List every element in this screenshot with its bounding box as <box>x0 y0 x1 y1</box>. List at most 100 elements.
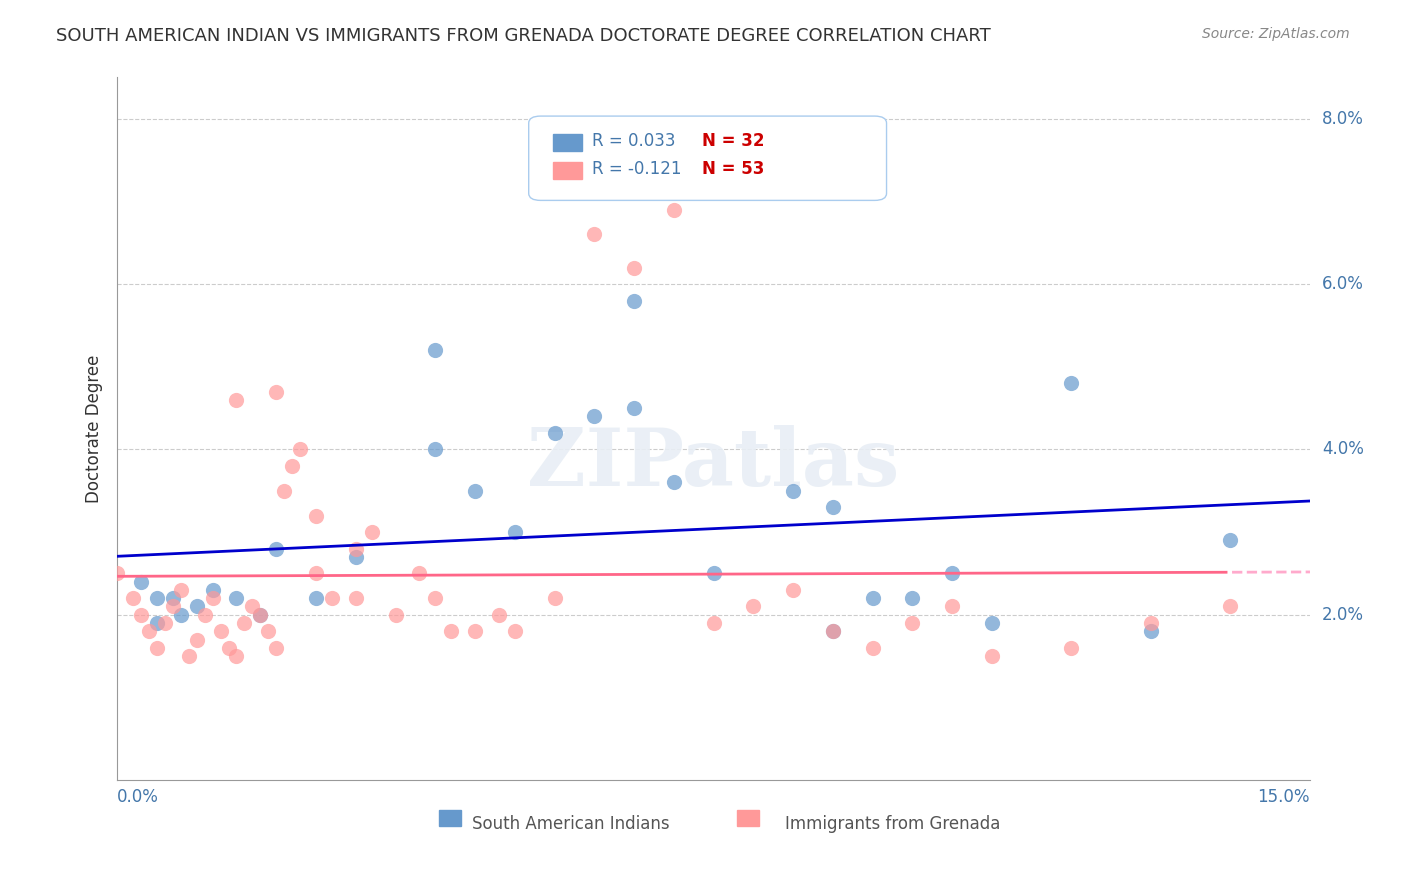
Point <box>225 591 247 606</box>
Point <box>201 591 224 606</box>
Point <box>464 483 486 498</box>
Point <box>425 591 447 606</box>
Point <box>782 582 804 597</box>
Point <box>901 615 924 630</box>
Point <box>980 615 1002 630</box>
Point <box>703 566 725 581</box>
Point <box>105 566 128 581</box>
Point <box>384 607 406 622</box>
Text: 15.0%: 15.0% <box>1257 789 1310 806</box>
Point <box>623 293 645 308</box>
Point <box>583 227 606 242</box>
Point <box>305 508 328 523</box>
Point <box>138 624 160 639</box>
Point <box>862 640 884 655</box>
Point <box>186 599 208 614</box>
Point <box>129 607 152 622</box>
Point <box>264 640 287 655</box>
Text: Immigrants from Grenada: Immigrants from Grenada <box>785 815 1000 833</box>
Text: Source: ZipAtlas.com: Source: ZipAtlas.com <box>1202 27 1350 41</box>
Point <box>1219 599 1241 614</box>
Point <box>464 624 486 639</box>
Point <box>146 615 169 630</box>
Point <box>821 500 844 515</box>
Point <box>821 624 844 639</box>
Point <box>146 591 169 606</box>
Point <box>170 607 193 622</box>
Point <box>440 624 463 639</box>
Point <box>583 409 606 424</box>
Text: South American Indians: South American Indians <box>471 815 669 833</box>
Point <box>233 615 256 630</box>
Text: R = 0.033: R = 0.033 <box>592 132 675 150</box>
Point <box>305 591 328 606</box>
Point <box>425 442 447 457</box>
Point <box>623 260 645 275</box>
Point <box>344 549 367 564</box>
Point <box>201 582 224 597</box>
Point <box>344 541 367 556</box>
Point <box>623 401 645 415</box>
Point <box>782 483 804 498</box>
Point <box>162 591 184 606</box>
Point <box>264 384 287 399</box>
Point <box>1060 376 1083 391</box>
Text: N = 53: N = 53 <box>702 160 763 178</box>
Point <box>225 392 247 407</box>
Point <box>941 599 963 614</box>
Point <box>503 524 526 539</box>
Point <box>901 591 924 606</box>
Point <box>273 483 295 498</box>
Y-axis label: Doctorate Degree: Doctorate Degree <box>86 354 103 503</box>
Point <box>162 599 184 614</box>
Point <box>1140 615 1163 630</box>
Text: N = 32: N = 32 <box>702 132 763 150</box>
Point <box>1219 533 1241 548</box>
Point <box>543 591 565 606</box>
Point <box>543 425 565 440</box>
Point <box>488 607 510 622</box>
Point <box>249 607 271 622</box>
Point <box>703 615 725 630</box>
Point <box>862 591 884 606</box>
Point <box>503 624 526 639</box>
Point <box>225 649 247 664</box>
FancyBboxPatch shape <box>529 116 887 201</box>
Point <box>425 343 447 358</box>
Point <box>662 202 685 217</box>
Text: 2.0%: 2.0% <box>1322 606 1364 624</box>
Point <box>264 541 287 556</box>
Point <box>321 591 343 606</box>
Point <box>177 649 200 664</box>
Point <box>305 566 328 581</box>
Point <box>170 582 193 597</box>
Point <box>742 599 765 614</box>
Point <box>209 624 232 639</box>
Bar <box>439 810 461 826</box>
Point <box>1060 640 1083 655</box>
Point <box>821 624 844 639</box>
Point <box>186 632 208 647</box>
Point <box>344 591 367 606</box>
Bar <box>737 810 759 826</box>
Point <box>249 607 271 622</box>
Text: 6.0%: 6.0% <box>1322 275 1364 293</box>
Point <box>980 649 1002 664</box>
Point <box>218 640 240 655</box>
Text: ZIPatlas: ZIPatlas <box>527 425 900 503</box>
Point <box>146 640 169 655</box>
Point <box>281 458 304 473</box>
Text: 8.0%: 8.0% <box>1322 110 1364 128</box>
Text: 4.0%: 4.0% <box>1322 441 1364 458</box>
Text: R = -0.121: R = -0.121 <box>592 160 682 178</box>
Text: 0.0%: 0.0% <box>117 789 159 806</box>
Point <box>288 442 311 457</box>
Point <box>194 607 217 622</box>
Bar <box>553 161 582 179</box>
Bar <box>553 134 582 152</box>
Point <box>153 615 176 630</box>
Point <box>662 475 685 490</box>
Point <box>257 624 280 639</box>
Point <box>1140 624 1163 639</box>
Point <box>129 574 152 589</box>
